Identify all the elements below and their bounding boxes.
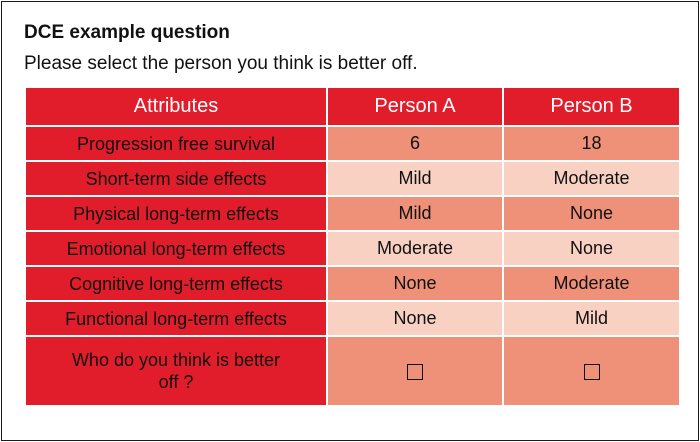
person-b-value: Mild bbox=[502, 300, 681, 337]
table-row: Functional long-term effects None Mild bbox=[24, 300, 681, 337]
person-b-value: None bbox=[502, 230, 681, 267]
person-a-value: None bbox=[326, 265, 504, 302]
attribute-label: Emotional long-term effects bbox=[24, 230, 328, 267]
person-b-choice-cell bbox=[502, 335, 681, 407]
attribute-label: Physical long-term effects bbox=[24, 195, 328, 232]
person-b-value: 18 bbox=[502, 125, 681, 162]
person-a-value: None bbox=[326, 300, 504, 337]
person-a-value: Mild bbox=[326, 160, 504, 197]
table-row: Physical long-term effects Mild None bbox=[24, 195, 681, 232]
table-row: Short-term side effects Mild Moderate bbox=[24, 160, 681, 197]
person-b-value: Moderate bbox=[502, 265, 681, 302]
attribute-label: Functional long-term effects bbox=[24, 300, 328, 337]
instruction-text: Please select the person you think is be… bbox=[24, 53, 418, 74]
question-label: Who do you think is better off ? bbox=[24, 335, 328, 407]
person-a-choice-cell bbox=[326, 335, 504, 407]
person-b-value: None bbox=[502, 195, 681, 232]
header-attributes: Attributes bbox=[24, 86, 328, 127]
attribute-label: Cognitive long-term effects bbox=[24, 265, 328, 302]
attribute-label: Progression free survival bbox=[24, 125, 328, 162]
header-person-a: Person A bbox=[326, 86, 504, 127]
person-a-value: Mild bbox=[326, 195, 504, 232]
person-a-checkbox-icon[interactable] bbox=[407, 363, 423, 380]
header-person-b: Person B bbox=[502, 86, 681, 127]
table-row: Cognitive long-term effects None Moderat… bbox=[24, 265, 681, 302]
panel-title: DCE example question bbox=[24, 22, 230, 43]
person-a-value: Moderate bbox=[326, 230, 504, 267]
person-b-value: Moderate bbox=[502, 160, 681, 197]
table-row: Emotional long-term effects Moderate Non… bbox=[24, 230, 681, 267]
table-row: Progression free survival 6 18 bbox=[24, 125, 681, 162]
attribute-label: Short-term side effects bbox=[24, 160, 328, 197]
choice-table: Attributes Person A Person B Progression… bbox=[24, 86, 681, 407]
choice-row: Who do you think is better off ? bbox=[24, 335, 681, 407]
header-row: Attributes Person A Person B bbox=[24, 86, 681, 127]
person-a-value: 6 bbox=[326, 125, 504, 162]
person-b-checkbox-icon[interactable] bbox=[583, 363, 600, 380]
